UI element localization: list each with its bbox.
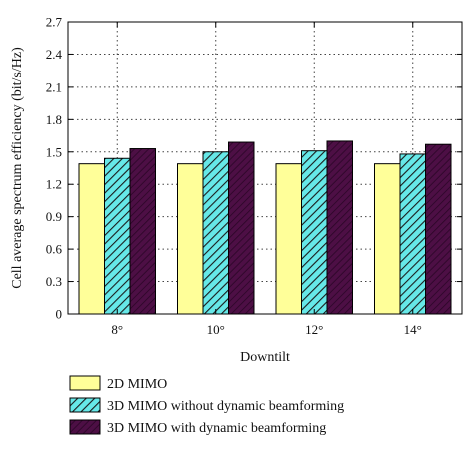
y-axis-label: Cell average spectrum efficiency (bit/s/… [10,47,25,289]
plot-frame [67,21,463,315]
bar-2-1 [104,157,131,315]
legend-label-1: 2D MIMO [107,377,167,392]
x-tick-label: 8° [111,322,123,337]
bar-3-4 [425,143,452,315]
y-tick-label: 0 [56,307,63,322]
legend-swatch-2 [69,397,101,413]
bar-2-4 [399,153,426,315]
legend-label-3: 3D MIMO with dynamic beamforming [107,421,326,436]
legend-swatch-1 [69,375,101,391]
y-tick-label: 2.7 [46,15,63,30]
bar-1-4 [374,163,401,315]
legend-label-2: 3D MIMO without dynamic beamforming [107,399,344,414]
y-tick-label: 2.4 [46,47,63,62]
x-tick-label: 12° [305,322,323,337]
bar-1-2 [177,163,204,315]
y-tick-label: 1.2 [46,177,62,192]
bar-1-3 [275,163,302,315]
y-axis-ticks: 0 0.3 0.6 0.9 1.2 1.5 1.8 2.1 2.4 2.7 [46,15,462,322]
bar-3-1 [129,148,156,315]
bar-3-2 [228,141,255,315]
y-tick-label: 0.6 [46,242,63,257]
y-tick-label: 1.5 [46,144,62,159]
legend: 2D MIMO 3D MIMO without dynamic beamformi… [69,375,344,436]
bars [78,140,452,315]
y-tick-label: 0.3 [46,274,62,289]
bar-2-3 [301,150,328,315]
y-tick-label: 1.8 [46,112,62,127]
y-tick-label: 0.9 [46,209,62,224]
legend-swatch-3 [69,419,101,435]
x-axis-label: Downtilt [240,350,290,365]
y-tick-label: 2.1 [46,79,62,94]
bar-3-3 [326,140,353,315]
x-tick-label: 14° [404,322,422,337]
bar-2-2 [202,151,229,315]
x-tick-label: 10° [207,322,225,337]
bar-1-1 [78,163,105,315]
x-axis-ticks: 8° 10° 12° 14° [111,22,422,337]
